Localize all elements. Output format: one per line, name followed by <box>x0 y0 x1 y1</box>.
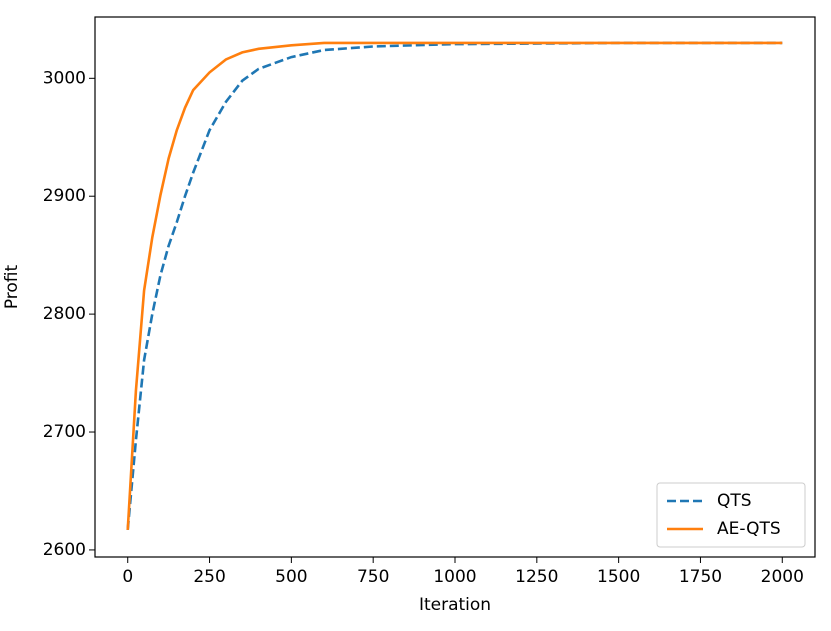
y-tick-label: 2800 <box>43 304 86 324</box>
x-tick-label: 250 <box>193 567 225 587</box>
plot-frame <box>94 16 816 558</box>
y-tick-label: 2900 <box>43 186 86 206</box>
legend-label: QTS <box>717 491 752 511</box>
x-tick-label: 1000 <box>433 567 476 587</box>
x-tick-label: 750 <box>357 567 389 587</box>
line-series <box>126 41 783 530</box>
y-axis-label: Profit <box>2 264 22 309</box>
y-tick-label: 3000 <box>43 68 86 88</box>
x-tick-label: 1750 <box>679 567 722 587</box>
x-tick-label: 1250 <box>515 567 558 587</box>
legend-box <box>656 482 806 548</box>
x-axis-label: Iteration <box>419 595 491 615</box>
x-tick-label: 0 <box>122 567 133 587</box>
y-tick-label: 2600 <box>43 540 86 560</box>
y-tick-label: 2700 <box>43 422 86 442</box>
legend-label: AE-QTS <box>717 519 781 539</box>
x-tick-label: 1500 <box>597 567 640 587</box>
x-tick-label: 500 <box>275 567 307 587</box>
line-series <box>126 41 783 531</box>
x-tick-label: 2000 <box>761 567 804 587</box>
